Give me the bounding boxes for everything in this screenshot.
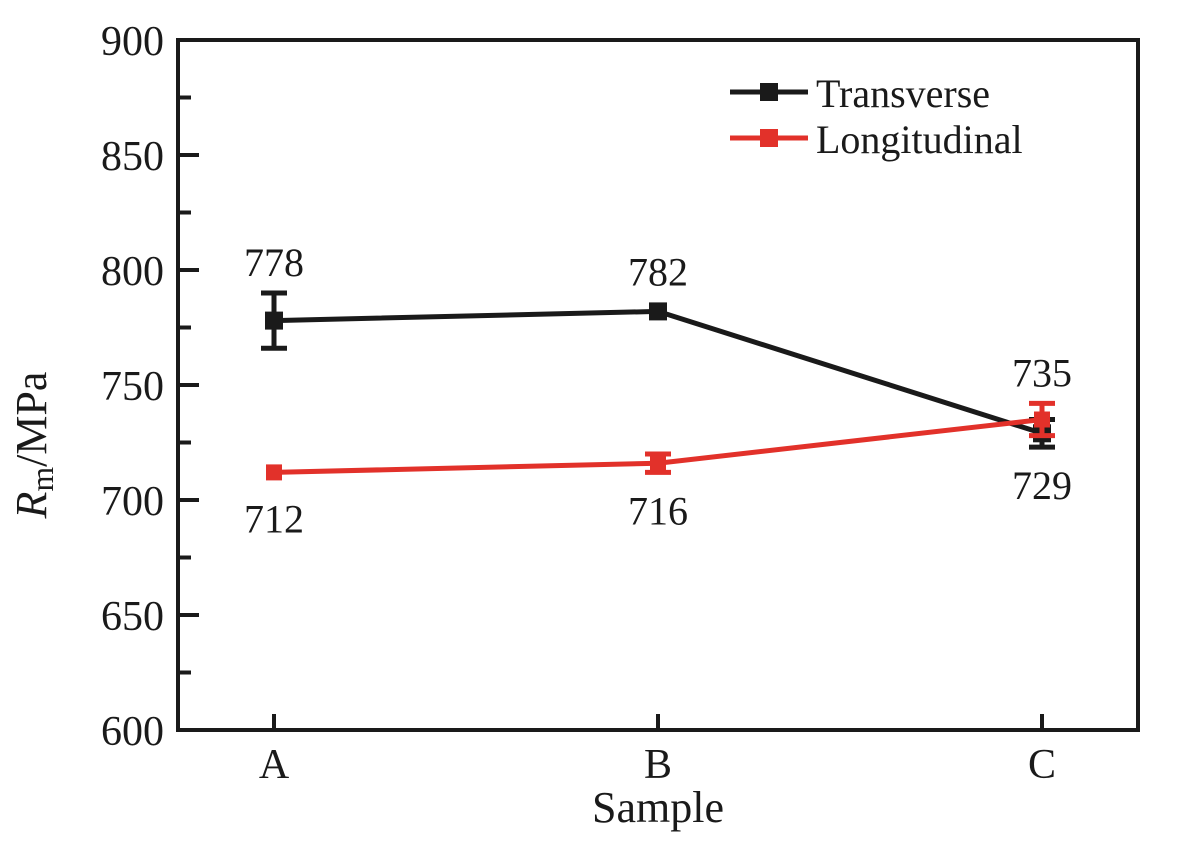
x-axis-title: Sample	[592, 783, 724, 832]
data-point-marker	[266, 464, 282, 481]
legend-label: Longitudinal	[816, 117, 1023, 162]
legend-item-transverse: Transverse	[730, 71, 990, 116]
data-point-label: 712	[244, 496, 304, 541]
legend-label: Transverse	[816, 71, 990, 116]
series-line	[273, 308, 1043, 436]
y-axis: 600 650 700 750 800 850 900 Rm/MPa	[7, 19, 199, 755]
data-point-marker	[650, 455, 666, 472]
legend-item-longitudinal: Longitudinal	[730, 117, 1023, 162]
x-axis-tick-label: A	[259, 742, 290, 788]
y-axis-tick-label: 800	[101, 249, 164, 295]
data-point-label: 729	[1012, 463, 1072, 508]
y-axis-tick-label: 750	[101, 364, 164, 410]
legend-marker	[760, 83, 778, 101]
y-axis-tick-label: 700	[101, 479, 164, 525]
legend-marker	[760, 129, 778, 147]
data-point-label: 778	[244, 240, 304, 285]
y-axis-tick-label: 600	[101, 709, 164, 755]
y-axis-tick-label: 900	[101, 19, 164, 65]
x-axis-tick-label: B	[644, 742, 672, 788]
data-point-label: 716	[628, 488, 688, 533]
data-point-marker	[265, 311, 283, 330]
data-point-marker	[649, 302, 667, 321]
y-axis-title: Rm/MPa	[7, 372, 60, 520]
data-point-label: 782	[628, 249, 688, 294]
x-axis-tick-label: C	[1028, 742, 1056, 788]
y-axis-tick-label: 850	[101, 134, 164, 180]
y-axis-tick-label: 650	[101, 594, 164, 640]
data-point-label: 735	[1012, 350, 1072, 395]
data-point-marker	[1034, 411, 1050, 428]
series-longitudinal: 712 716 735	[244, 350, 1072, 541]
x-axis: A B C Sample	[259, 714, 1056, 832]
